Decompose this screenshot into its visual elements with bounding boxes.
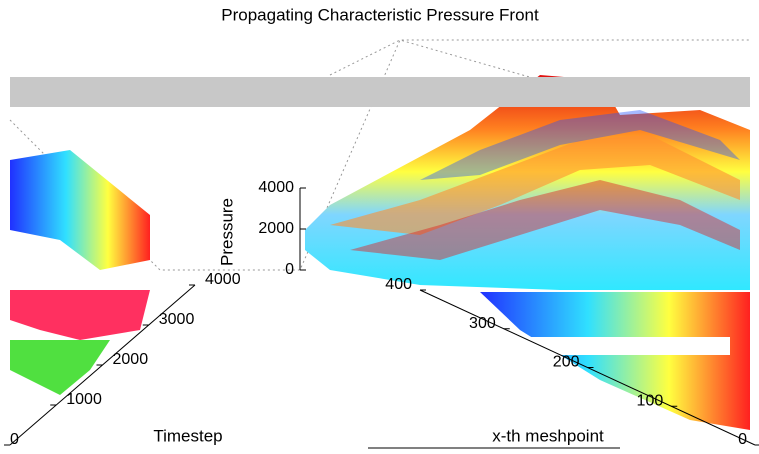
grid-edge [329,39,750,76]
x-axis-label: Timestep [153,426,222,445]
z-tick-label: 0 [285,261,294,278]
surface-patch [10,150,150,270]
surface [10,75,750,430]
surface-patch [10,290,150,340]
y-tick-label: 100 [637,392,664,409]
surface-ridge [350,180,740,260]
chart-title: Propagating Characteristic Pressure Fron… [221,5,539,24]
y-tick-label: 0 [738,431,747,448]
surface-ridge [330,135,740,235]
z-axis-label: Pressure [217,198,236,266]
z-tick-label: 2000 [258,220,294,237]
x-tick-label: 1000 [66,391,102,408]
x-tick-label: 2000 [113,351,149,368]
y-tick-label: 300 [469,315,496,332]
render-artifact [10,77,750,107]
render-artifact [150,337,730,355]
y-tick-label: 200 [553,354,580,371]
x-tick-label: 4000 [205,271,241,288]
x-tick-label: 3000 [159,311,195,328]
y-axis-label: x-th meshpoint [492,426,604,445]
y-tick-label: 400 [385,276,412,293]
surface-ridge [420,110,740,180]
z-tick-label: 4000 [258,179,294,196]
surface-patch [10,340,110,395]
x-tick-label: 0 [10,431,19,448]
surface-patch [480,292,750,430]
